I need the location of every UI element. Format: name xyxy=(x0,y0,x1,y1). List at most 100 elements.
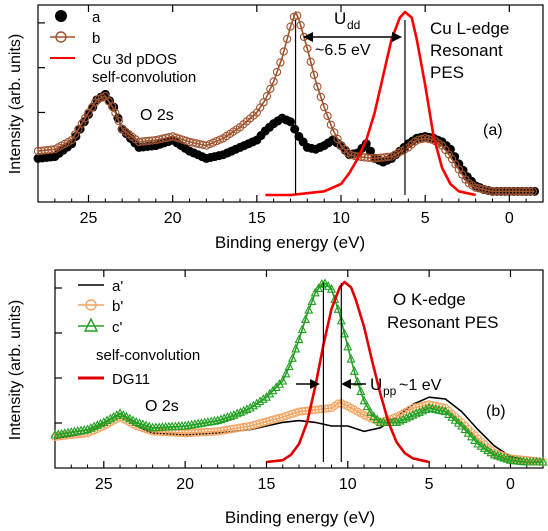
data-point-b-2 xyxy=(327,283,337,293)
legend-label-c-prime: c' xyxy=(112,319,123,336)
data-point-b-1 xyxy=(320,404,330,413)
data-point-b-2 xyxy=(346,353,356,363)
title-line-a-1: Cu L-edge xyxy=(430,19,509,38)
data-point-b-1 xyxy=(236,423,245,432)
panel-b: 25 20 15 10 5 0 Intensity (arb. units) Bindin… xyxy=(7,269,548,527)
data-point-a-1 xyxy=(525,187,534,196)
o2s-label-b: O 2s xyxy=(145,398,179,415)
data-point-a-1 xyxy=(282,34,292,44)
data-point-a-1 xyxy=(326,120,336,129)
data-point-b-1 xyxy=(226,425,235,434)
data-point-a-0 xyxy=(365,146,375,156)
data-point-b-2 xyxy=(301,314,311,323)
data-point-a-0 xyxy=(290,124,300,134)
data-point-b-1 xyxy=(311,405,320,414)
data-point-b-2 xyxy=(411,408,421,418)
data-point-a-1 xyxy=(266,84,275,94)
data-point-b-2 xyxy=(479,443,489,452)
data-point-a-1 xyxy=(316,92,325,102)
u-sub-b: pp xyxy=(383,384,397,398)
data-point-a-1 xyxy=(286,22,295,31)
u-arrowhead-right-a xyxy=(392,32,402,42)
data-point-b-2 xyxy=(395,415,405,425)
data-point-b-2 xyxy=(343,341,353,351)
u-main-b: U xyxy=(370,375,382,394)
u-arrowhead-left-a xyxy=(303,32,313,42)
data-point-b-2 xyxy=(102,415,112,425)
data-point-b-2 xyxy=(232,408,242,418)
data-point-a-1 xyxy=(107,102,117,111)
data-point-b-2 xyxy=(226,411,236,420)
legend-marker-a xyxy=(55,10,67,22)
data-point-b-2 xyxy=(369,411,379,421)
x-tick-label-b: 5 xyxy=(425,476,434,493)
x-tick-label-b: 25 xyxy=(95,476,113,493)
data-point-b-2 xyxy=(219,413,229,422)
data-point-b-2 xyxy=(476,440,486,450)
data-point-a-1 xyxy=(111,108,120,118)
data-point-b-2 xyxy=(105,413,115,423)
data-point-b-1 xyxy=(207,427,216,436)
data-point-b-2 xyxy=(213,415,223,425)
data-point-a-1 xyxy=(269,77,278,86)
data-point-b-1 xyxy=(223,425,232,434)
data-point-b-2 xyxy=(447,412,457,421)
u-sub-a: dd xyxy=(347,18,360,32)
legend-marker-b-prime xyxy=(85,299,97,311)
data-point-b-2 xyxy=(222,412,232,421)
legend-label-a-prime: a' xyxy=(112,278,123,295)
series-line-a-2 xyxy=(265,10,476,197)
x-axis-label-b: Binding energy (eV) xyxy=(225,508,375,527)
data-point-b-2 xyxy=(366,407,376,416)
legend-a: a b Cu 3d pDOS self-convolution xyxy=(50,9,196,86)
data-point-b-2 xyxy=(304,304,314,314)
data-point-b-2 xyxy=(466,431,476,441)
data-point-b-2 xyxy=(440,406,450,416)
x-tick-label-b: 10 xyxy=(339,476,357,493)
data-point-b-1 xyxy=(317,404,326,414)
x-ticks-a: 25 20 15 10 5 0 xyxy=(37,5,544,227)
plot-frame-b xyxy=(54,269,544,469)
data-point-b-2 xyxy=(323,281,333,290)
data-point-b-2 xyxy=(229,409,239,419)
data-point-b-2 xyxy=(297,324,307,334)
legend-label-b: b xyxy=(92,30,100,47)
data-point-a-1 xyxy=(330,128,339,137)
u-arrowhead-right-b xyxy=(341,379,351,389)
data-point-b-2 xyxy=(356,386,366,395)
data-point-b-2 xyxy=(486,447,496,457)
legend-label-selfconv-b: self-convolution xyxy=(96,347,200,364)
data-point-b-2 xyxy=(245,402,255,412)
data-point-b-1 xyxy=(314,405,323,414)
u-annotation-b: U pp ~1 eV xyxy=(296,375,442,398)
o2s-label-a: O 2s xyxy=(140,107,174,124)
series-group-b xyxy=(50,278,548,467)
data-point-b-2 xyxy=(320,278,330,287)
data-point-b-2 xyxy=(408,409,418,419)
data-point-b-1 xyxy=(239,422,248,432)
legend-label-dg11: DG11 xyxy=(112,371,150,388)
legend-marker-c-prime xyxy=(83,317,99,332)
data-point-b-2 xyxy=(291,343,301,353)
data-point-b-1 xyxy=(190,428,200,437)
data-point-b-2 xyxy=(359,395,369,405)
data-point-a-1 xyxy=(323,111,332,121)
u-value-b: ~1 eV xyxy=(399,377,442,394)
x-axis-label-a: Binding energy (eV) xyxy=(215,233,365,252)
data-point-b-2 xyxy=(398,414,408,424)
x-tick-label-a: 25 xyxy=(80,210,98,227)
data-point-a-1 xyxy=(259,98,268,107)
series-line-a-1 xyxy=(37,11,535,193)
data-point-a-1 xyxy=(114,116,123,126)
data-point-b-2 xyxy=(340,328,350,338)
legend-b: a' b' c' self-convolution DG11 xyxy=(78,278,200,388)
x-tick-label-a: 5 xyxy=(421,210,430,227)
data-point-b-2 xyxy=(353,376,363,386)
data-point-b-2 xyxy=(284,361,294,371)
data-point-b-2 xyxy=(242,404,252,413)
data-point-b-2 xyxy=(372,414,382,424)
y-ticks-b xyxy=(55,287,62,424)
legend-marker-b xyxy=(55,31,67,43)
data-point-b-2 xyxy=(457,420,467,430)
data-point-b-2 xyxy=(112,409,122,419)
